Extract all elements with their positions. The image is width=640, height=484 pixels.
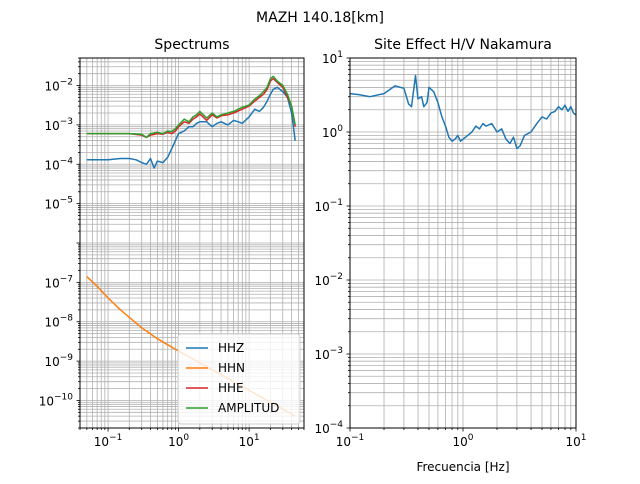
y-tick-label: 10−4 <box>44 156 73 172</box>
y-tick-label: 101 <box>322 50 343 66</box>
series-hhe <box>86 77 296 139</box>
hv-title: Site Effect H/V Nakamura <box>374 37 552 53</box>
legend-label: AMPLITUD <box>218 401 279 415</box>
y-tick-label: 10−3 <box>44 117 73 133</box>
x-tick-label: 101 <box>565 433 586 449</box>
spectrums-frame <box>79 57 305 429</box>
spectrums-title: Spectrums <box>154 37 229 53</box>
hv-grid <box>349 57 577 429</box>
hv-lines <box>350 74 576 150</box>
hv-ratio-series <box>350 74 576 150</box>
y-tick-label: 10−2 <box>44 78 73 94</box>
series-hhz <box>86 86 296 169</box>
legend-label: HHN <box>218 361 245 375</box>
figure-title: MAZH 140.18[km] <box>256 10 384 26</box>
spectrums-legend: HHZ HHN HHE AMPLITUD <box>177 333 301 425</box>
y-tick-label: 10−4 <box>314 420 343 436</box>
y-tick-label: 10−10 <box>39 392 74 408</box>
hv-panel: Site Effect H/V Nakamura 10−1 100 10110−41… <box>314 37 586 474</box>
x-tick-label: 10−1 <box>336 433 365 449</box>
legend-label: HHE <box>218 381 244 395</box>
legend-box <box>177 333 301 425</box>
y-tick-label: 10−3 <box>314 346 343 362</box>
y-tick-label: 10−5 <box>44 196 73 212</box>
y-tick-label: 10−9 <box>44 353 73 369</box>
x-tick-label: 100 <box>168 433 189 449</box>
y-tick-label: 10−1 <box>314 198 343 214</box>
x-tick-label: 10−1 <box>94 433 123 449</box>
hv-frame <box>349 57 577 429</box>
legend-label: HHZ <box>218 341 244 355</box>
x-tick-label: 100 <box>452 433 473 449</box>
y-tick-label: 10−7 <box>44 274 73 290</box>
spectrums-panel: Spectrums 10−1 100 101 10−10 10−9 10−8 10−7 10−… <box>39 37 305 449</box>
series-amplitud <box>86 75 296 139</box>
y-tick-label: 10−2 <box>314 272 343 288</box>
y-tick-label: 100 <box>322 124 343 140</box>
x-tick-label: 101 <box>239 433 260 449</box>
y-tick-label: 10−8 <box>44 314 73 330</box>
hv-xlabel: Frecuencia [Hz] <box>416 460 509 474</box>
